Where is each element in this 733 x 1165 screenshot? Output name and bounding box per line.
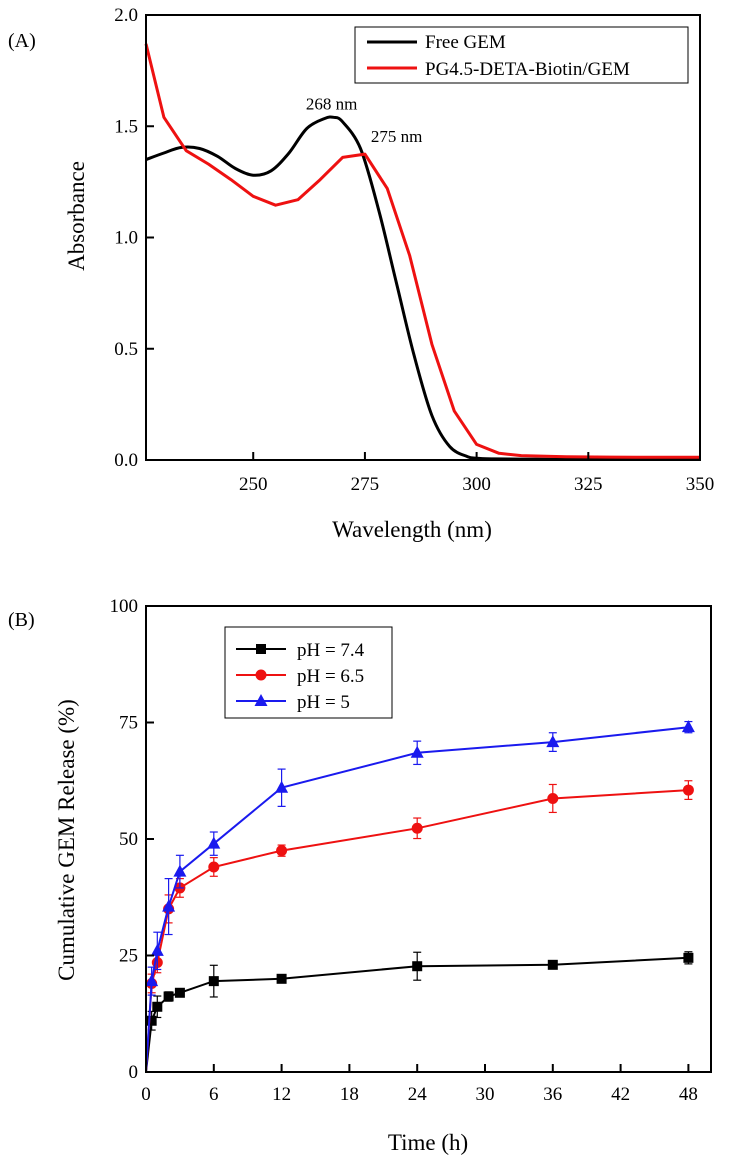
y-tick-label: 0 [129,1062,139,1083]
series-ph-7-4 [145,951,694,1073]
absorbance-series-layer [144,43,700,461]
y-tick-label: 1.5 [114,116,138,137]
panel-a-label: (A) [8,30,36,52]
data-point-ph-7-4 [208,976,219,987]
legend-label-free-gem: Free GEM [425,32,506,53]
release-y-axis: 0 25 50 75 100 [110,596,154,1083]
data-point-ph-5 [162,899,176,912]
series-line-pg4-5-deta-biotin-gem [144,43,700,459]
y-tick-label: 100 [110,596,139,617]
x-tick-label: 250 [239,474,268,495]
y-tick-label: 0.0 [114,450,138,471]
data-point-ph-5 [410,745,424,758]
data-point-ph-6-5 [682,784,694,796]
release-chart: 0 25 50 75 100 0 6 12 18 24 30 36 42 48 Time (h) Cum… [54,596,712,1155]
data-point-ph-5 [145,974,159,987]
peak-annotation-275-nm: 275 nm [371,127,422,146]
x-tick-label: 6 [209,1084,219,1105]
data-point-ph-7-4 [163,991,174,1002]
release-legend-box [224,626,393,719]
x-tick-label: 48 [679,1084,698,1105]
legend-marker-ph-7-4 [256,644,266,654]
data-point-ph-7-4 [174,987,185,998]
panel-b-label: (B) [8,609,35,631]
data-point-ph-6-5 [547,792,559,804]
x-tick-label: 36 [543,1084,562,1105]
y-tick-label: 75 [119,713,138,734]
release-x-axis: 0 6 12 18 24 30 36 42 48 [141,1064,698,1105]
x-tick-label: 300 [462,474,491,495]
data-point-ph-7-4 [152,1001,163,1012]
legend-label-pg45-deta-biotin-gem: PG4.5-DETA-Biotin/GEM [425,59,630,80]
legend-label-ph-7-4: pH = 7.4 [297,640,365,661]
data-point-ph-7-4 [547,959,558,970]
absorbance-y-axis: 0.0 0.5 1.0 1.5 2.0 [114,5,154,471]
y-tick-label: 50 [119,829,138,850]
release-y-axis-title: Cumulative GEM Release (%) [54,699,79,981]
data-point-ph-7-4 [412,961,423,972]
absorbance-x-axis: 250 275 300 325 350 [239,452,714,495]
absorbance-legend: Free GEM PG4.5-DETA-Biotin/GEM [354,26,689,84]
absorbance-x-axis-title: Wavelength (nm) [332,517,492,542]
release-x-axis-title: Time (h) [388,1130,468,1155]
data-point-ph-5 [546,735,560,748]
legend-marker-shape [255,669,267,681]
data-point-ph-7-4 [276,973,287,984]
legend-marker-ph-6-5 [255,669,267,681]
x-tick-label: 350 [686,474,715,495]
y-tick-label: 1.0 [114,228,138,249]
data-point-ph-7-4 [683,952,694,963]
legend-marker-shape [254,694,268,706]
data-point-ph-5 [207,836,221,849]
x-tick-label: 30 [476,1084,495,1105]
data-point-ph-5 [681,720,695,733]
peak-annotation-268-nm: 268 nm [306,94,357,113]
absorbance-legend-box [354,26,689,84]
x-tick-label: 24 [408,1084,428,1105]
legend-marker-ph-5 [254,694,268,706]
legend-label-ph-6-5: pH = 6.5 [297,666,364,687]
series-ph-6-5 [145,780,694,1073]
absorbance-y-axis-title: Absorbance [64,161,89,271]
series-line-free-gem [145,115,700,461]
release-legend: pH = 7.4 pH = 6.5 pH = 5 [224,626,393,719]
x-tick-label: 275 [351,474,380,495]
y-tick-label: 0.5 [114,339,138,360]
legend-label-ph-5: pH = 5 [297,692,350,713]
data-point-ph-6-5 [411,822,423,834]
release-series-layer [145,720,695,1073]
series-ph-5 [145,720,695,1073]
x-tick-label: 325 [574,474,603,495]
data-point-ph-6-5 [208,861,220,873]
data-point-ph-5 [150,943,164,956]
x-tick-label: 42 [611,1084,630,1105]
x-tick-label: 0 [141,1084,151,1105]
data-point-ph-5 [173,864,187,877]
data-point-ph-5 [275,780,289,793]
data-point-ph-7-4 [146,1015,157,1026]
y-tick-label: 2.0 [114,5,138,26]
y-tick-label: 25 [119,946,138,967]
series-line-ph-7-4 [145,956,689,1073]
x-tick-label: 18 [340,1084,359,1105]
absorbance-chart: 0.0 0.5 1.0 1.5 2.0 250 275 300 325 350 268 nm 27… [64,5,714,542]
series-line-ph-5 [145,726,689,1073]
data-point-ph-6-5 [276,845,288,857]
x-tick-label: 12 [272,1084,291,1105]
legend-marker-shape [256,644,266,654]
absorbance-peak-annotations: 268 nm 275 nm [306,94,423,146]
